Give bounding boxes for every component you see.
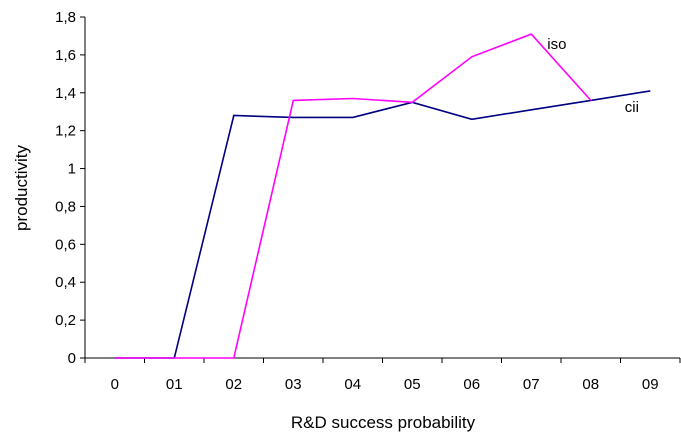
x-tick-label: 01 xyxy=(166,376,183,393)
y-tick-label: 0,6 xyxy=(55,236,76,253)
x-axis-title: R&D success probability xyxy=(291,413,476,432)
y-tick-label: 1 xyxy=(68,161,76,178)
x-tick-label: 02 xyxy=(225,376,242,393)
y-axis-title: productivity xyxy=(12,145,31,231)
series-line-cii xyxy=(114,90,651,359)
x-tick-label: 03 xyxy=(285,376,302,393)
y-tick-label: 1,6 xyxy=(55,47,76,64)
x-tick-label: 06 xyxy=(463,376,480,393)
x-tick-label: 0 xyxy=(111,376,119,393)
y-tick-label: 0,2 xyxy=(55,312,76,329)
y-tick-label: 0 xyxy=(68,350,76,367)
x-tick-label: 07 xyxy=(523,376,540,393)
x-tick-label: 04 xyxy=(344,376,361,393)
plot-area: 0 0,2 0,4 0,6 0,8 1 1,2 1,4 1,6 1,8 0 01 02 03 04 05 06 0… xyxy=(55,9,681,393)
y-tick-label: 1,8 xyxy=(55,9,76,26)
x-tick-label: 09 xyxy=(642,376,659,393)
x-tick-label: 08 xyxy=(582,376,599,393)
y-tick-label: 0,4 xyxy=(55,274,76,291)
x-tick-label: 05 xyxy=(404,376,421,393)
series-label-iso: iso xyxy=(547,36,566,53)
y-tick-label: 0,8 xyxy=(55,198,76,215)
series-line-iso xyxy=(114,33,592,359)
y-tick-label: 1,2 xyxy=(55,123,76,140)
series-label-cii: cii xyxy=(625,99,639,116)
y-tick-label: 1,4 xyxy=(55,85,76,102)
